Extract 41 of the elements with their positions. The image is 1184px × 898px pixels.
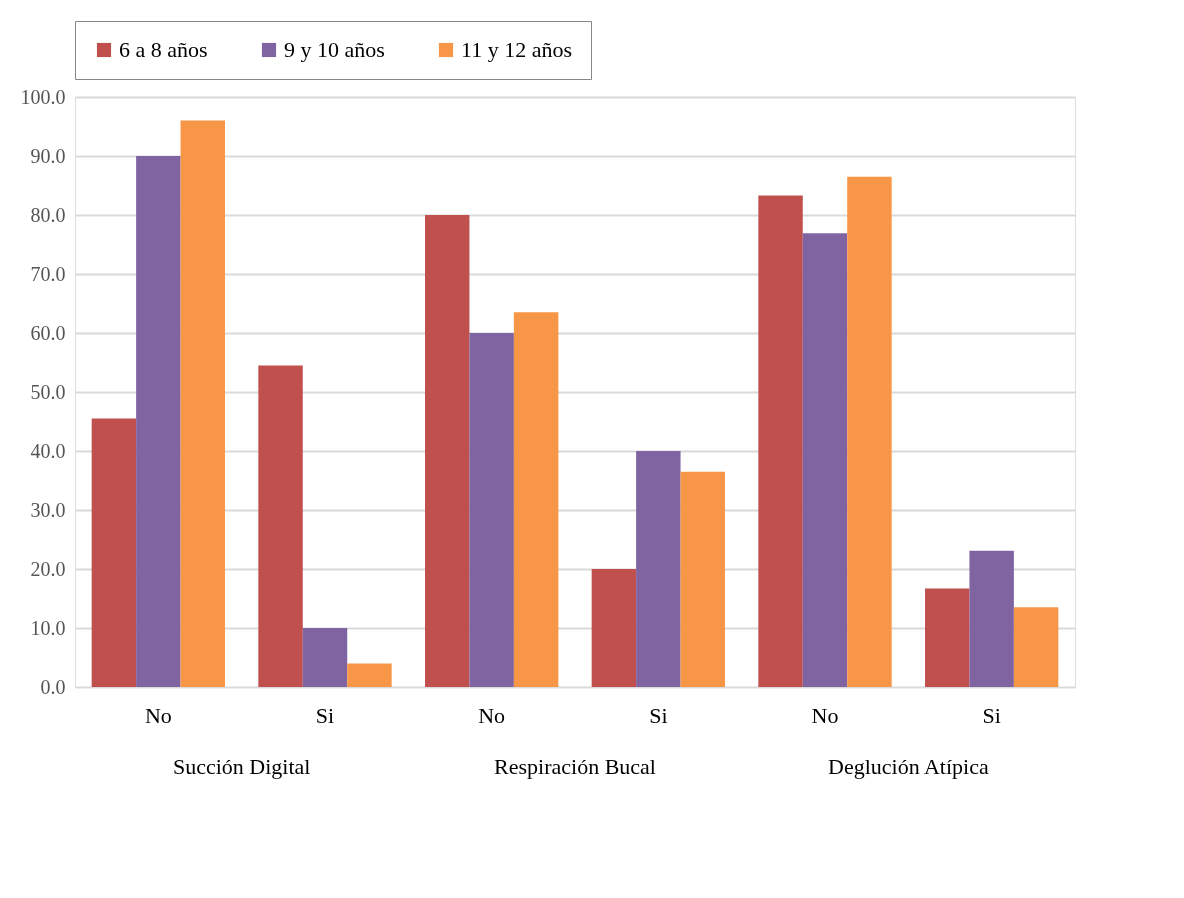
- y-tick-label: 50.0: [30, 380, 66, 403]
- x-tick-label: Si: [649, 702, 668, 728]
- bar: [636, 451, 681, 687]
- bar: [1013, 607, 1059, 687]
- x-tick-label: Si: [315, 702, 335, 728]
- y-tick-label: 100.0: [20, 85, 66, 108]
- bar: [802, 233, 848, 687]
- y-tick-label: 0.0: [40, 675, 66, 698]
- x-tick-label: No: [811, 702, 839, 728]
- x-tick-label: No: [144, 702, 172, 728]
- bar: [258, 365, 303, 687]
- legend-label: 6 a 8 años: [119, 37, 208, 62]
- bar: [302, 628, 348, 687]
- bar: [469, 333, 514, 687]
- bar: [180, 120, 225, 687]
- bar: [680, 471, 725, 687]
- text: Respiración Bucal: [494, 754, 656, 779]
- legend-label: 11 y 12 años: [461, 37, 573, 62]
- y-tick-label: 80.0: [30, 203, 66, 226]
- y-tick-label: 10.0: [30, 616, 66, 639]
- bar: [347, 663, 392, 687]
- bar: [425, 215, 470, 687]
- bar: [969, 550, 1014, 687]
- y-tick-label: 40.0: [30, 439, 66, 462]
- y-tick-label: 60.0: [30, 321, 66, 344]
- x-tick-label: Si: [982, 702, 1001, 728]
- y-tick-label: 30.0: [30, 498, 66, 521]
- y-tick-label: 90.0: [30, 144, 66, 167]
- x-tick-label: No: [478, 702, 506, 728]
- bar: [847, 176, 892, 687]
- text: Deglución Atípica: [827, 754, 989, 779]
- bar: [136, 156, 181, 687]
- bar: [758, 195, 803, 687]
- bar: [91, 418, 137, 687]
- bar: [925, 588, 970, 687]
- y-tick-label: 70.0: [30, 262, 66, 285]
- y-tick-label: 20.0: [30, 557, 66, 580]
- legend-label: 9 y 10 años: [284, 37, 385, 62]
- bar: [591, 569, 637, 687]
- bar: [513, 312, 559, 687]
- text: Succión Digital: [172, 754, 311, 779]
